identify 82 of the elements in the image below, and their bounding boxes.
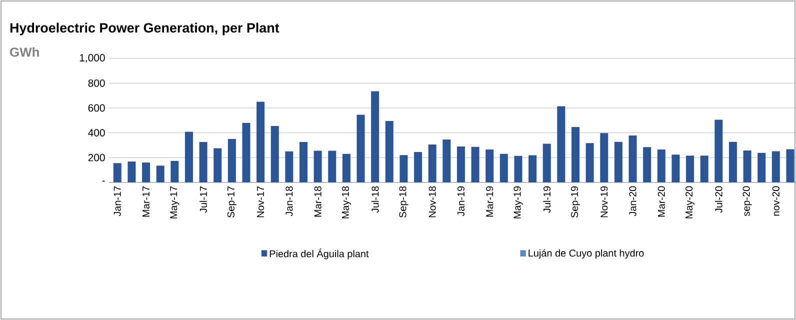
x-tick-label: Jul-20: [714, 186, 722, 213]
bar: [743, 150, 752, 182]
legend-label: Piedra del Águila plant: [270, 248, 369, 260]
bar: [299, 142, 308, 182]
bar: [199, 142, 208, 182]
chart-title: Hydroelectric Power Generation, per Plant: [10, 22, 280, 36]
bar: [285, 151, 294, 182]
bar: [184, 132, 193, 182]
x-tick-label: Mar-18: [314, 186, 322, 217]
x-tick-label: Jan-20: [629, 186, 636, 216]
bar: [228, 138, 236, 182]
x-tick-label: Jul-17: [200, 186, 207, 213]
y-tick-label: -: [102, 180, 105, 182]
bar: [270, 126, 279, 182]
bar: [142, 162, 150, 182]
bar: [128, 162, 136, 182]
y-tick-label: 400: [88, 129, 105, 136]
x-tick-label: sep-20: [742, 186, 752, 216]
bar: [314, 150, 322, 182]
x-tick-label: nov-20: [772, 186, 780, 216]
bar: [214, 148, 222, 182]
x-tick-label: Jul-18: [371, 186, 379, 213]
x-tick-label: May-18: [342, 186, 351, 218]
bar: [400, 155, 408, 182]
bar: [514, 156, 522, 182]
bar: [571, 127, 580, 182]
x-tick-label: Mar-20: [658, 186, 665, 217]
bar: [256, 102, 265, 182]
y-tick-label: 600: [88, 104, 105, 112]
bar: [170, 160, 179, 182]
bar: [385, 120, 394, 182]
bar: [672, 154, 680, 182]
bar: [643, 147, 652, 182]
x-tick-label: Nov-18: [428, 186, 436, 218]
bar: [758, 152, 766, 182]
x-tick-label: Sep-19: [570, 186, 580, 218]
x-tick-label: Jul-19: [543, 186, 551, 213]
bar: [471, 146, 480, 182]
x-tick-label: Nov-17: [257, 186, 264, 218]
bar: [486, 150, 494, 182]
x-tick-label: May-19: [514, 186, 523, 218]
bar: [156, 166, 164, 182]
x-tick-label: May-17: [170, 186, 180, 218]
bar: [714, 120, 723, 182]
y-tick-label: 800: [88, 79, 105, 87]
bar: [442, 139, 451, 182]
bar: [414, 152, 422, 182]
y-tick-label: 1,000: [80, 54, 105, 63]
x-tick-label: Jan-18: [286, 186, 293, 216]
bar: [500, 154, 508, 182]
bar: [328, 150, 336, 182]
x-tick-label: Jan-19: [457, 186, 464, 216]
bar: [614, 142, 622, 182]
bar: [371, 91, 380, 182]
bar: [786, 149, 794, 182]
bar: [772, 151, 780, 182]
y-tick-label: 200: [88, 154, 105, 162]
x-tick-label: Nov-19: [600, 186, 608, 218]
bar: [686, 156, 694, 182]
bar: [428, 144, 436, 182]
bar: [542, 144, 551, 182]
x-tick-label: Mar-19: [486, 186, 494, 217]
bar: [657, 150, 666, 182]
bar: [113, 163, 122, 182]
y-axis-title: GWh: [10, 47, 39, 57]
bar: [356, 114, 365, 182]
bar: [586, 143, 594, 182]
bar: [600, 133, 608, 182]
x-tick-label: May-20: [686, 186, 695, 218]
x-tick-label: Mar-17: [142, 186, 150, 217]
bar: [728, 142, 737, 182]
bar: [528, 155, 537, 182]
bar: [242, 122, 250, 182]
bar: [700, 156, 708, 182]
x-tick-label: Jan-17: [114, 186, 121, 216]
bar: [456, 146, 465, 182]
bar: [628, 135, 637, 182]
x-tick-label: Sep-18: [399, 186, 408, 218]
legend-label: Luján de Cuyo plant hydro: [528, 249, 644, 259]
bar: [557, 106, 566, 182]
bar: [342, 154, 350, 182]
x-tick-label: Sep-17: [227, 186, 236, 218]
